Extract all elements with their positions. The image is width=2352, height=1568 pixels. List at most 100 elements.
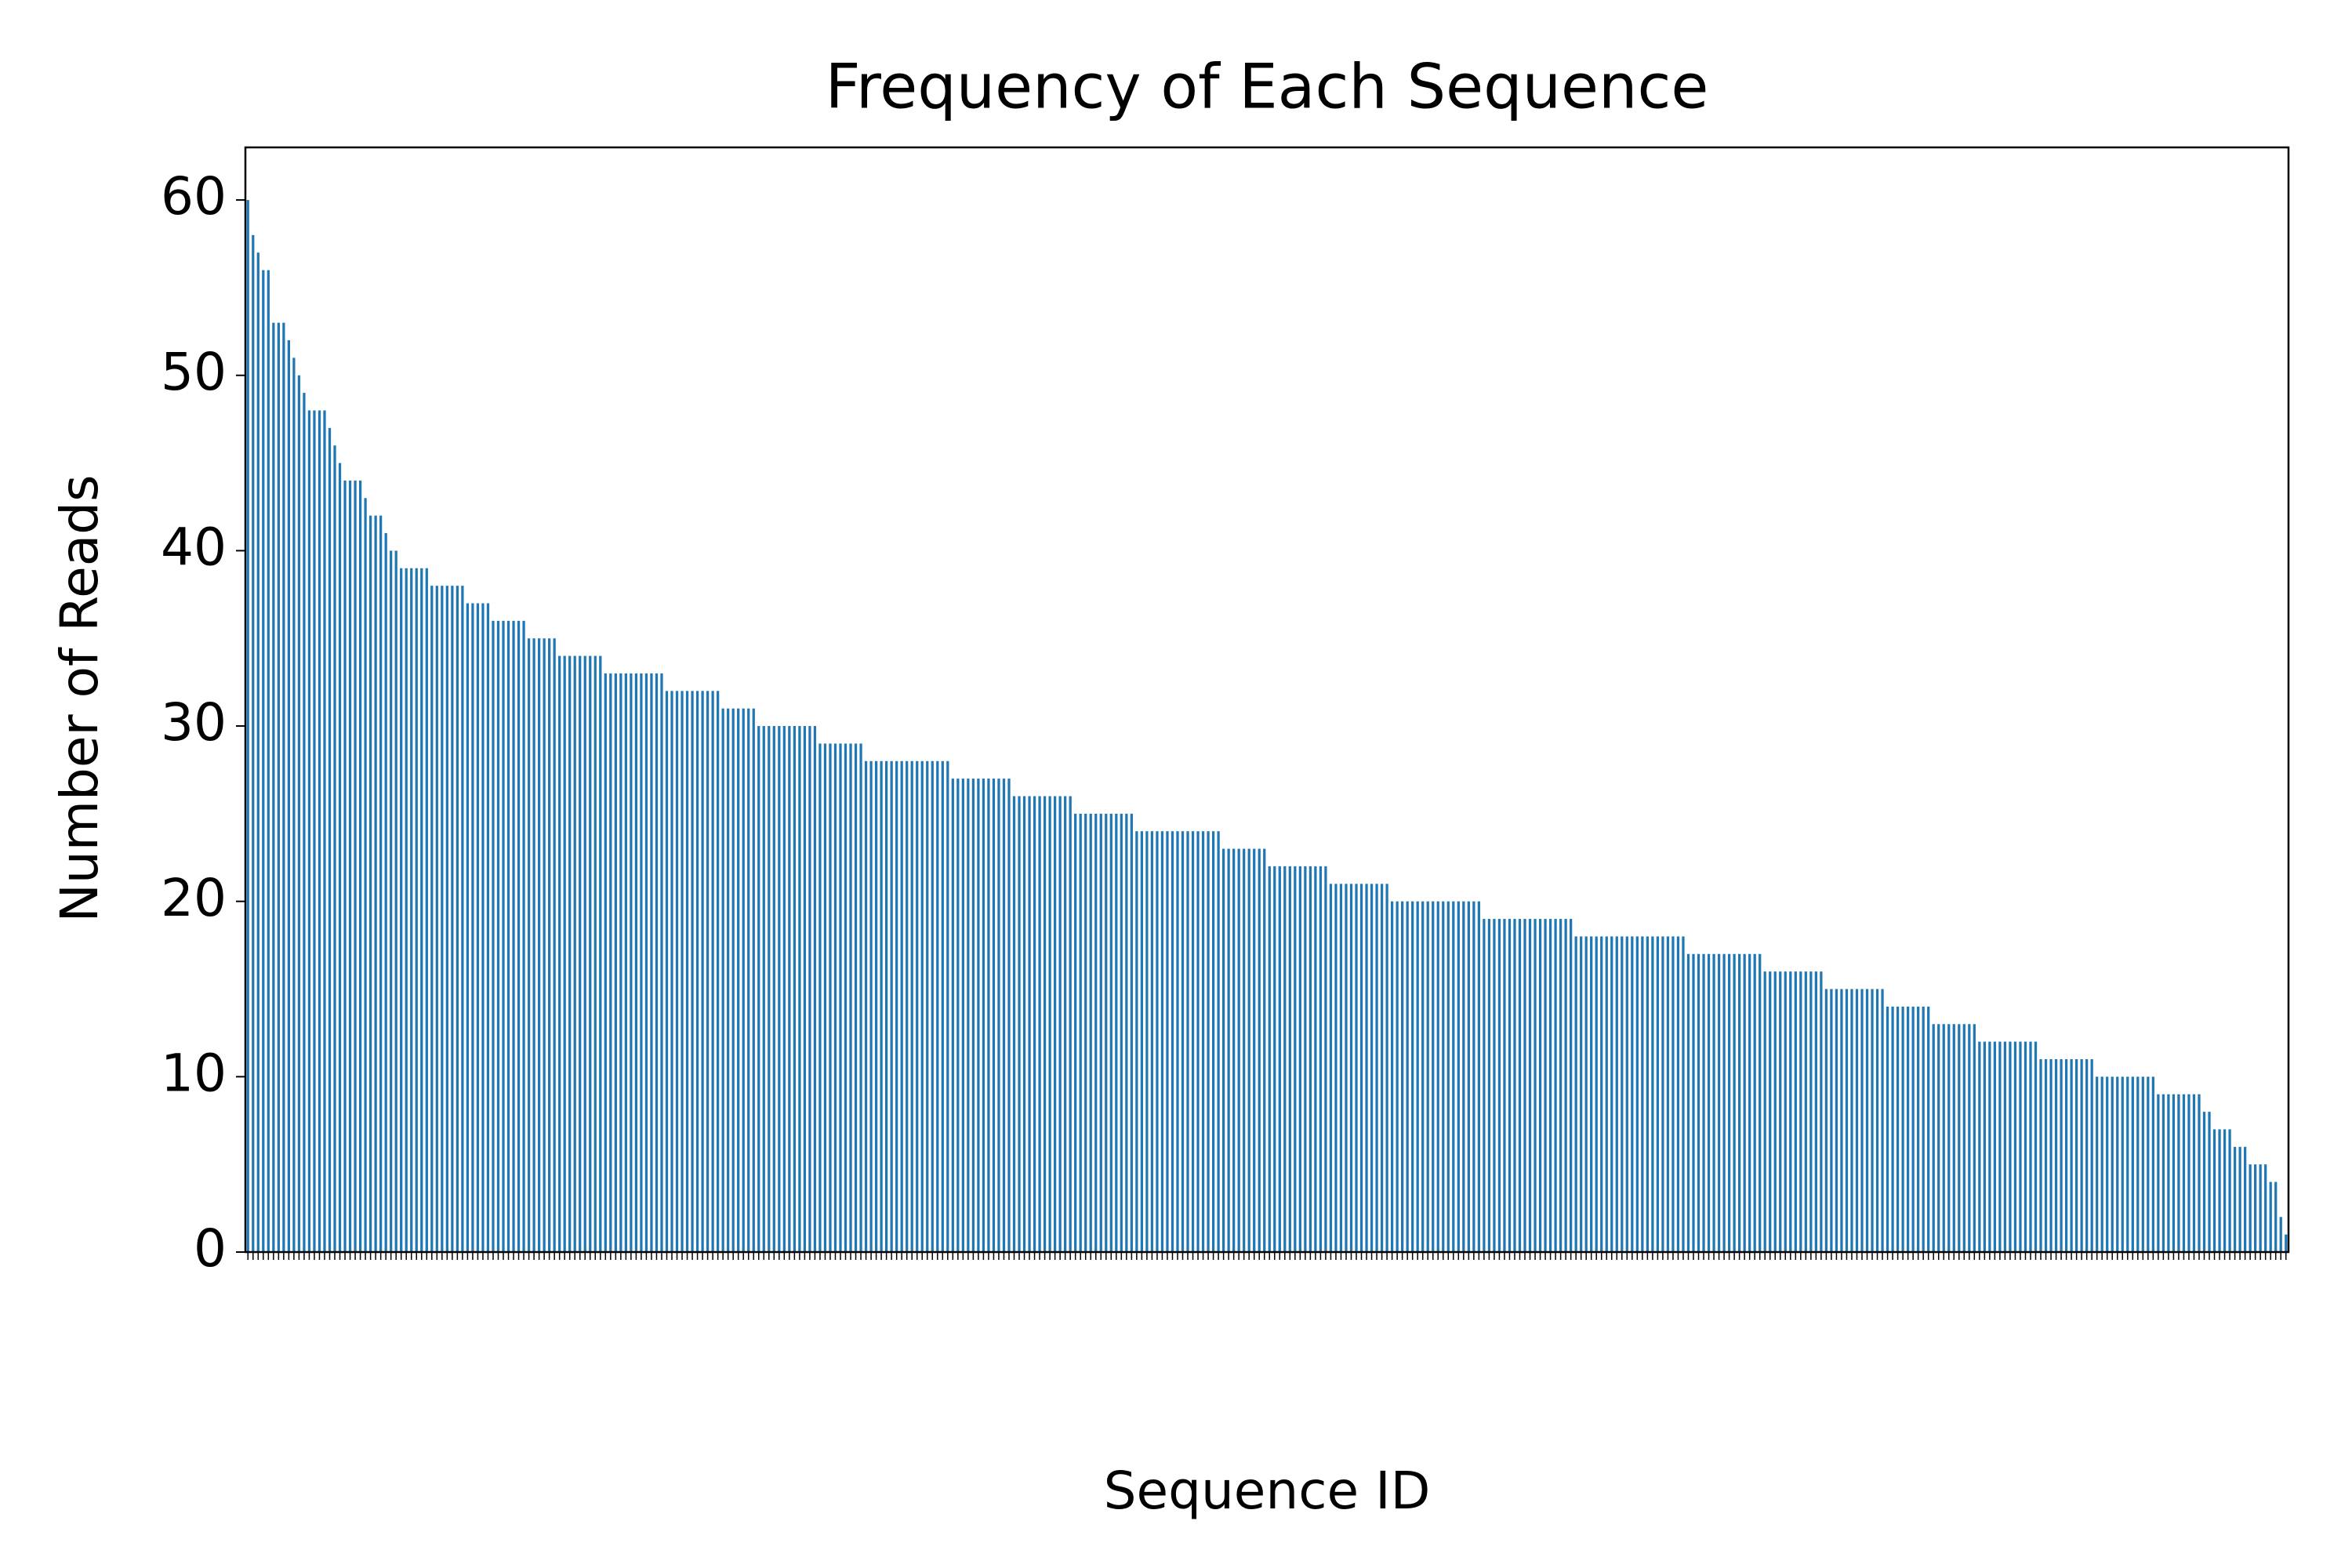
bar <box>1355 884 1358 1252</box>
bar <box>2074 1058 2078 1252</box>
bar <box>583 655 586 1252</box>
bar <box>1881 989 1884 1252</box>
bar <box>1625 936 1628 1252</box>
bar <box>410 568 413 1252</box>
bar <box>481 603 485 1252</box>
bar <box>1513 919 1516 1252</box>
bar <box>655 673 659 1252</box>
bar <box>2070 1058 2073 1252</box>
bar <box>1319 866 1323 1252</box>
bar <box>1784 971 1787 1252</box>
bar <box>1707 953 1711 1252</box>
bar <box>1115 813 1118 1252</box>
bar <box>1544 919 1547 1252</box>
bar <box>757 726 760 1252</box>
bar <box>2198 1094 2201 1252</box>
bar <box>1345 884 1348 1252</box>
bar <box>1922 1006 1925 1252</box>
bar <box>971 779 975 1252</box>
y-tick-label: 0 <box>194 1218 227 1279</box>
bar <box>1432 901 1435 1252</box>
bar <box>1135 831 1138 1252</box>
bar <box>2009 1041 2012 1252</box>
bar <box>2249 1164 2252 1252</box>
bar <box>869 760 873 1252</box>
bar <box>1820 971 1823 1252</box>
bar <box>313 410 316 1252</box>
bar <box>2019 1041 2022 1252</box>
bar <box>1002 779 1006 1252</box>
bar <box>711 691 714 1252</box>
bar <box>1012 796 1016 1252</box>
bar <box>967 779 970 1252</box>
bar <box>441 586 444 1252</box>
y-tick-label: 30 <box>161 692 227 753</box>
bar <box>2141 1076 2144 1252</box>
bar <box>1850 989 1853 1252</box>
bar <box>1733 953 1736 1252</box>
bar <box>456 586 459 1252</box>
bar <box>2161 1094 2165 1252</box>
bar <box>1053 796 1057 1252</box>
bar <box>906 760 909 1252</box>
bar <box>1457 901 1460 1252</box>
bar <box>1349 884 1353 1252</box>
bar <box>2044 1058 2048 1252</box>
bar <box>1125 813 1128 1252</box>
bar <box>665 691 669 1252</box>
bar <box>1534 919 1537 1252</box>
bar <box>1584 936 1588 1252</box>
bar <box>1855 989 1859 1252</box>
bar <box>829 743 832 1252</box>
bar <box>2080 1058 2083 1252</box>
bar <box>2029 1041 2032 1252</box>
bar <box>1548 919 1552 1252</box>
bar <box>292 358 296 1252</box>
bar <box>727 708 730 1252</box>
bar <box>1007 779 1011 1252</box>
bar <box>1605 936 1608 1252</box>
bar <box>1253 848 1256 1252</box>
bar <box>742 708 745 1252</box>
bar <box>1508 919 1512 1252</box>
bar <box>1692 953 1695 1252</box>
bar <box>2202 1112 2206 1252</box>
bar <box>568 655 572 1252</box>
bar <box>1743 953 1746 1252</box>
bar <box>1237 848 1240 1252</box>
bar <box>1564 919 1567 1252</box>
bar <box>1712 953 1715 1252</box>
bar <box>1452 901 1455 1252</box>
bar <box>1278 866 1281 1252</box>
bar <box>1462 901 1465 1252</box>
bar <box>2085 1058 2089 1252</box>
bar <box>1145 831 1149 1252</box>
bar <box>1304 866 1307 1252</box>
bar <box>512 620 515 1252</box>
bar <box>379 515 383 1252</box>
bar <box>492 620 495 1252</box>
bar <box>277 322 280 1253</box>
bar <box>997 779 1000 1252</box>
bar <box>798 726 801 1252</box>
y-axis-label: Number of Reads <box>49 475 110 923</box>
bar <box>1865 989 1869 1252</box>
bar <box>1411 901 1414 1252</box>
bar <box>1875 989 1879 1252</box>
bar <box>558 655 561 1252</box>
bar <box>1697 953 1700 1252</box>
bar <box>1666 936 1670 1252</box>
bar <box>619 673 622 1252</box>
bar <box>2054 1058 2058 1252</box>
bar <box>737 708 740 1252</box>
bar <box>961 779 964 1252</box>
y-tick-label: 20 <box>161 868 227 928</box>
bar <box>307 410 311 1252</box>
bar <box>721 708 724 1252</box>
bar <box>1682 936 1685 1252</box>
bar <box>778 726 781 1252</box>
bar <box>1477 901 1481 1252</box>
bar <box>1176 831 1179 1252</box>
bar <box>660 673 663 1252</box>
bar <box>1294 866 1297 1252</box>
